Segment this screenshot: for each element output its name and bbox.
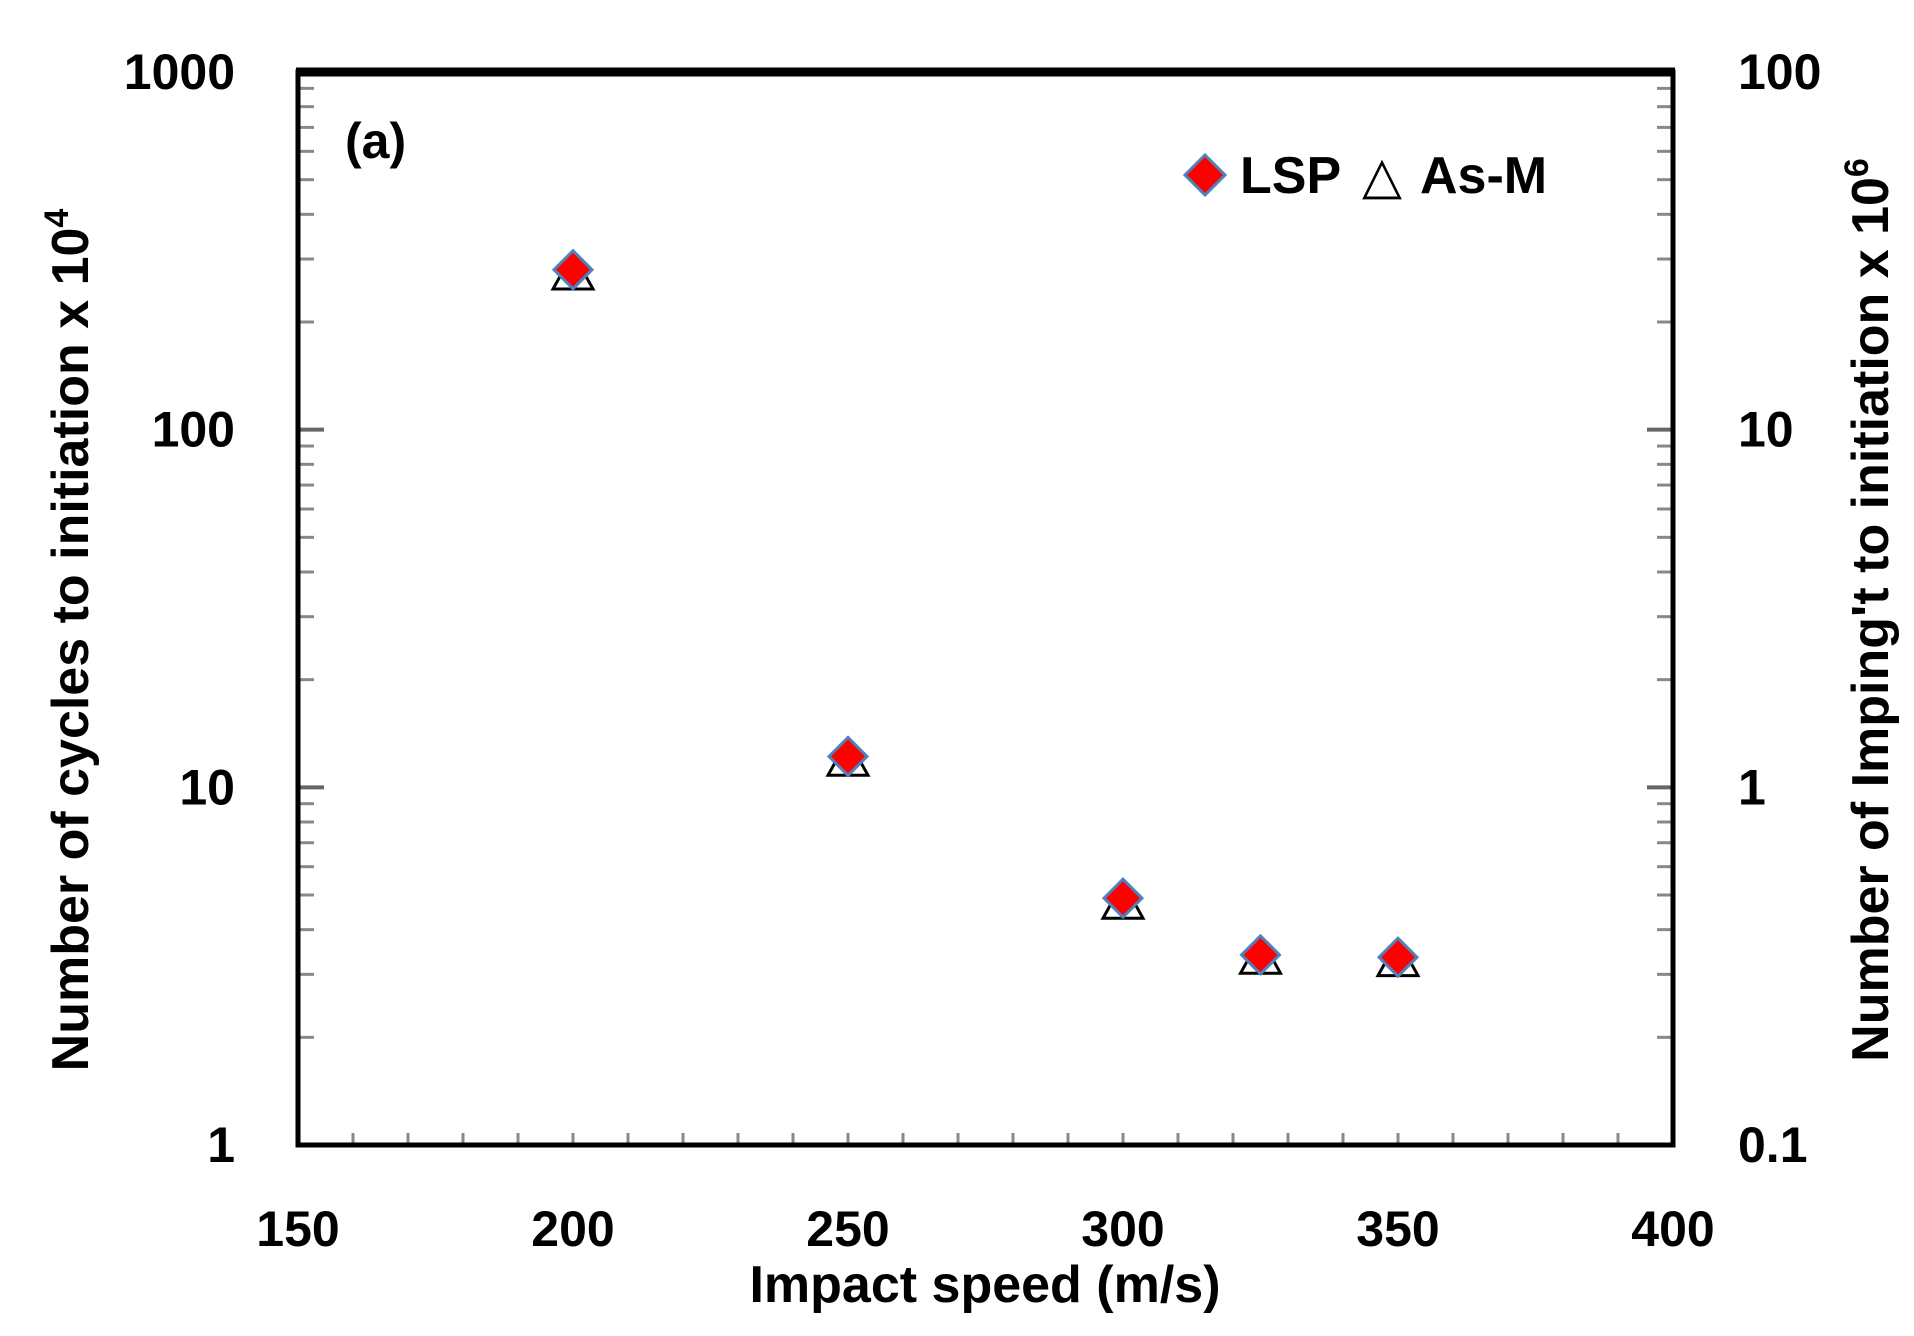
lsp-point: [1101, 877, 1145, 920]
plot-frame: [295, 69, 1676, 1148]
legend-lsp-marker: [1182, 152, 1228, 198]
x-axis: 150 200 250 300 350 400: [256, 1201, 1714, 1257]
x-tick-label: 300: [1081, 1201, 1164, 1257]
legend-lsp-label: LSP: [1240, 147, 1341, 205]
y-tick-label: 10: [179, 759, 235, 815]
y-axis-title-text: Number of cycles to initiation x 10: [42, 228, 100, 1072]
y-axis-title-exponent: 4: [38, 209, 76, 228]
y2-tick-label: 100: [1738, 44, 1821, 100]
y-tick-label: 1000: [124, 44, 235, 100]
y-tick-label: 1: [207, 1117, 235, 1173]
y2-axis-title: Number of Imping't to initiation x 106: [1838, 158, 1900, 1062]
y2-axis-title-text: Number of Imping't to initiation x 10: [1842, 177, 1900, 1062]
y-tick-label: 100: [152, 402, 235, 458]
x-tick-label: 200: [531, 1201, 614, 1257]
y2-tick-label: 10: [1738, 402, 1794, 458]
y2-axis: 0.1 1 10 100: [1738, 44, 1821, 1173]
lsp-point: [551, 248, 595, 291]
lsp-point: [826, 735, 870, 778]
lsp-point: [1239, 933, 1282, 977]
series-as-m: [550, 249, 1421, 978]
x-tick-label: 250: [806, 1201, 889, 1257]
y2-tick-label: 0.1: [1738, 1117, 1808, 1173]
x-tick-label: 400: [1631, 1201, 1714, 1257]
series-lsp: [551, 248, 1420, 979]
y2-tick-label: 1: [1738, 759, 1766, 815]
x-tick-label: 350: [1356, 1201, 1439, 1257]
legend: LSP △ As-M: [1182, 147, 1547, 205]
y-axis: 1 10 100 1000: [124, 44, 235, 1173]
x-axis-title: Impact speed (m/s): [749, 1256, 1220, 1314]
legend-as-m-label: As-M: [1420, 147, 1547, 205]
minor-ticks: [298, 70, 1673, 1147]
lsp-point: [1376, 936, 1420, 979]
x-tick-label: 150: [256, 1201, 339, 1257]
legend-as-m-marker: △: [1362, 147, 1402, 205]
y-axis-title: Number of cycles to initiation x 104: [38, 209, 100, 1072]
panel-label: (a): [345, 113, 406, 169]
y2-axis-title-exponent: 6: [1838, 158, 1876, 177]
